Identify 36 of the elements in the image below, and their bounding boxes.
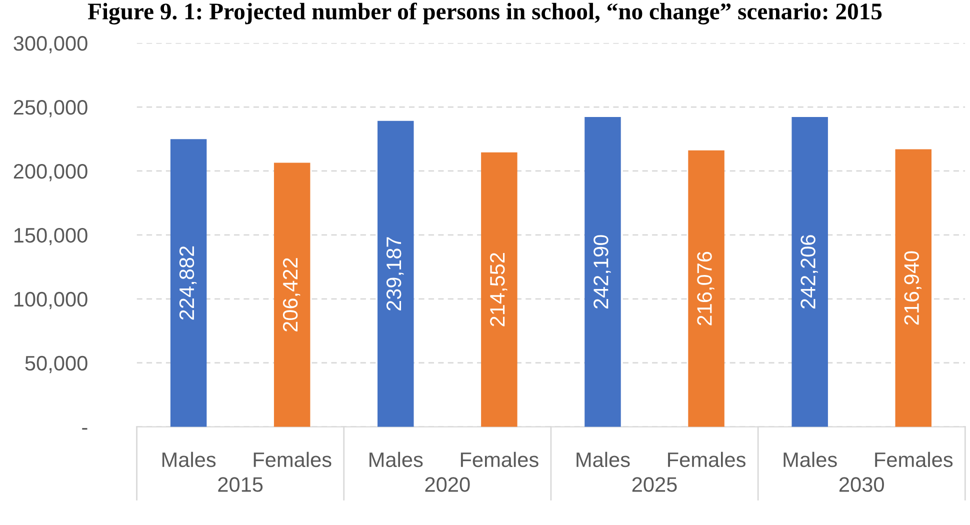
x-tick-label: Females (460, 452, 538, 468)
chart-title: Figure 9. 1: Projected number of persons in school, “no change” scenario: 2015 (88, 2, 882, 24)
data-label: 242,206 (800, 235, 818, 309)
text: 2025 (632, 477, 677, 492)
bar (170, 139, 207, 427)
y-tick-label: 200,000 (14, 164, 88, 182)
x-tick-label: Males (576, 452, 630, 468)
bar (481, 152, 518, 427)
text: 2020 (425, 477, 470, 492)
data-label: 214,552 (490, 252, 508, 326)
bar (688, 150, 724, 427)
text: 2030 (839, 477, 884, 492)
y-tick-label: 300,000 (14, 36, 88, 54)
y-tick-label: 50,000 (25, 356, 88, 374)
bar (584, 117, 621, 427)
data-label: 216,076 (697, 252, 714, 326)
x-tick-label: Males (370, 452, 423, 468)
bar (274, 162, 310, 427)
text: 2015 (218, 477, 263, 492)
bar (378, 120, 414, 427)
data-label: 239,187 (386, 237, 404, 310)
data-label: 242,190 (594, 235, 611, 309)
x-tick-label: Males (784, 452, 837, 468)
bar (895, 149, 932, 427)
y-tick-label: - (82, 428, 88, 430)
y-tick-label: 150,000 (14, 228, 88, 246)
y-tick-label: 250,000 (14, 100, 88, 118)
x-tick-label: Females (875, 452, 953, 468)
data-label: 216,940 (904, 251, 922, 325)
x-tick-label: Females (668, 452, 746, 468)
data-label: 224,882 (179, 246, 197, 320)
x-tick-label: Females (254, 452, 332, 468)
x-tick-label: Males (162, 452, 216, 468)
y-tick-label: 100,000 (14, 292, 88, 310)
bar (792, 116, 828, 427)
data-label: 206,422 (282, 258, 300, 332)
